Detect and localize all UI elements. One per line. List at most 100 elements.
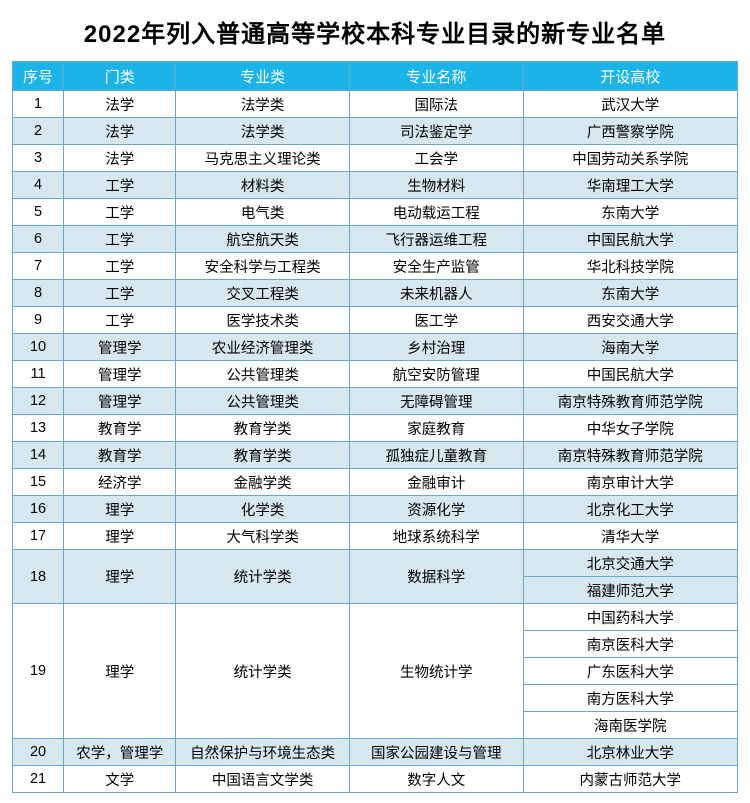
cell-major-name: 司法鉴定学 [349, 118, 523, 145]
col-major-category: 专业类 [176, 62, 350, 91]
cell-school: 中国药科大学 [523, 604, 737, 631]
cell-school: 北京林业大学 [523, 739, 737, 766]
table-row: 12管理学公共管理类无障碍管理南京特殊教育师范学院 [13, 388, 738, 415]
cell-major-category: 医学技术类 [176, 307, 350, 334]
cell-category: 工学 [64, 280, 176, 307]
table-row: 13教育学教育学类家庭教育中华女子学院 [13, 415, 738, 442]
cell-category: 管理学 [64, 361, 176, 388]
cell-major-name: 孤独症儿童教育 [349, 442, 523, 469]
cell-school: 中华女子学院 [523, 415, 737, 442]
cell-major-name: 数据科学 [349, 550, 523, 604]
cell-school: 南京审计大学 [523, 469, 737, 496]
cell-major-name: 生物统计学 [349, 604, 523, 739]
cell-school: 清华大学 [523, 523, 737, 550]
cell-school: 中国民航大学 [523, 226, 737, 253]
table-row: 2法学法学类司法鉴定学广西警察学院 [13, 118, 738, 145]
table-row: 18理学统计学类数据科学北京交通大学 [13, 550, 738, 577]
cell-major-category: 中国语言文学类 [176, 766, 350, 793]
cell-category: 教育学 [64, 442, 176, 469]
cell-no: 21 [13, 766, 64, 793]
table-row: 11管理学公共管理类航空安防管理中国民航大学 [13, 361, 738, 388]
cell-no: 18 [13, 550, 64, 604]
cell-category: 农学，管理学 [64, 739, 176, 766]
col-no: 序号 [13, 62, 64, 91]
cell-category: 文学 [64, 766, 176, 793]
cell-major-name: 电动载运工程 [349, 199, 523, 226]
cell-major-name: 未来机器人 [349, 280, 523, 307]
table-row: 20农学，管理学自然保护与环境生态类国家公园建设与管理北京林业大学 [13, 739, 738, 766]
cell-major-name: 乡村治理 [349, 334, 523, 361]
cell-no: 9 [13, 307, 64, 334]
table-row: 5工学电气类电动载运工程东南大学 [13, 199, 738, 226]
cell-category: 法学 [64, 118, 176, 145]
cell-no: 13 [13, 415, 64, 442]
cell-major-category: 农业经济管理类 [176, 334, 350, 361]
cell-no: 14 [13, 442, 64, 469]
cell-no: 10 [13, 334, 64, 361]
cell-school: 北京化工大学 [523, 496, 737, 523]
cell-category: 工学 [64, 307, 176, 334]
table-row: 10管理学农业经济管理类乡村治理海南大学 [13, 334, 738, 361]
cell-category: 理学 [64, 604, 176, 739]
cell-school: 东南大学 [523, 199, 737, 226]
cell-no: 7 [13, 253, 64, 280]
cell-major-name: 数字人文 [349, 766, 523, 793]
cell-school: 南京特殊教育师范学院 [523, 442, 737, 469]
cell-major-category: 化学类 [176, 496, 350, 523]
cell-major-category: 交叉工程类 [176, 280, 350, 307]
cell-major-category: 大气科学类 [176, 523, 350, 550]
cell-category: 工学 [64, 199, 176, 226]
cell-school: 东南大学 [523, 280, 737, 307]
cell-no: 11 [13, 361, 64, 388]
cell-category: 法学 [64, 91, 176, 118]
cell-major-category: 航空航天类 [176, 226, 350, 253]
cell-no: 19 [13, 604, 64, 739]
cell-major-category: 公共管理类 [176, 388, 350, 415]
cell-school: 海南医学院 [523, 712, 737, 739]
majors-table: 序号 门类 专业类 专业名称 开设高校 1法学法学类国际法武汉大学2法学法学类司… [12, 61, 738, 793]
cell-school: 广西警察学院 [523, 118, 737, 145]
cell-major-name: 金融审计 [349, 469, 523, 496]
cell-major-name: 无障碍管理 [349, 388, 523, 415]
table-row: 21文学中国语言文学类数字人文内蒙古师范大学 [13, 766, 738, 793]
cell-major-name: 地球系统科学 [349, 523, 523, 550]
table-row: 16理学化学类资源化学北京化工大学 [13, 496, 738, 523]
cell-school: 广东医科大学 [523, 658, 737, 685]
table-row: 3法学马克思主义理论类工会学中国劳动关系学院 [13, 145, 738, 172]
cell-major-name: 家庭教育 [349, 415, 523, 442]
table-row: 1法学法学类国际法武汉大学 [13, 91, 738, 118]
cell-category: 工学 [64, 172, 176, 199]
cell-school: 南京医科大学 [523, 631, 737, 658]
cell-school: 华南理工大学 [523, 172, 737, 199]
cell-major-category: 法学类 [176, 118, 350, 145]
cell-category: 法学 [64, 145, 176, 172]
cell-school: 南京特殊教育师范学院 [523, 388, 737, 415]
cell-no: 6 [13, 226, 64, 253]
cell-major-category: 安全科学与工程类 [176, 253, 350, 280]
cell-no: 4 [13, 172, 64, 199]
cell-no: 17 [13, 523, 64, 550]
table-row: 6工学航空航天类飞行器运维工程中国民航大学 [13, 226, 738, 253]
cell-no: 16 [13, 496, 64, 523]
cell-category: 管理学 [64, 334, 176, 361]
cell-category: 管理学 [64, 388, 176, 415]
cell-category: 工学 [64, 226, 176, 253]
cell-major-name: 资源化学 [349, 496, 523, 523]
table-row: 19理学统计学类生物统计学中国药科大学 [13, 604, 738, 631]
cell-major-name: 工会学 [349, 145, 523, 172]
cell-major-name: 国际法 [349, 91, 523, 118]
table-header-row: 序号 门类 专业类 专业名称 开设高校 [13, 62, 738, 91]
cell-school: 福建师范大学 [523, 577, 737, 604]
cell-school: 中国劳动关系学院 [523, 145, 737, 172]
cell-major-category: 自然保护与环境生态类 [176, 739, 350, 766]
cell-major-category: 教育学类 [176, 442, 350, 469]
col-major-name: 专业名称 [349, 62, 523, 91]
cell-major-category: 统计学类 [176, 550, 350, 604]
cell-school: 武汉大学 [523, 91, 737, 118]
cell-school: 海南大学 [523, 334, 737, 361]
cell-major-category: 电气类 [176, 199, 350, 226]
cell-school: 南方医科大学 [523, 685, 737, 712]
table-row: 17理学大气科学类地球系统科学清华大学 [13, 523, 738, 550]
col-school: 开设高校 [523, 62, 737, 91]
cell-major-category: 教育学类 [176, 415, 350, 442]
